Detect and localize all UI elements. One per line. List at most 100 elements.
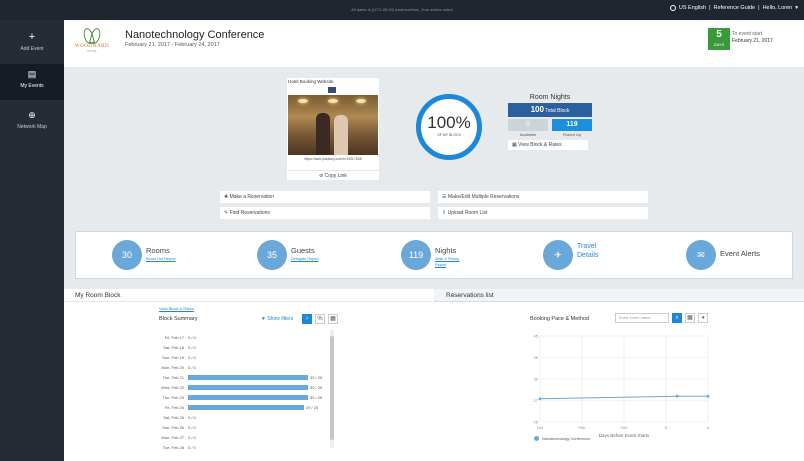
legend-swatch	[534, 436, 539, 441]
event-alerts-stat[interactable]: ✉ Event Alerts	[686, 240, 786, 272]
details-label: Details	[577, 252, 599, 259]
x-axis-label: Days Before Event Starts	[599, 433, 650, 438]
x-tick-label: Oct	[537, 425, 544, 430]
donut-percent: 100%	[427, 113, 471, 132]
grid-icon: ▦	[512, 142, 517, 148]
row-bar	[188, 385, 308, 390]
y-tick-label: 27	[534, 398, 539, 403]
filter-icon: ▼	[261, 316, 266, 322]
panel-tabs: My Room Block Reservations list	[64, 289, 804, 302]
walk-pickup-link[interactable]: Walk & Pickup	[435, 257, 460, 261]
user-menu[interactable]: Hello, Loren	[762, 5, 793, 11]
hotel-website-thumbnail[interactable]	[288, 85, 378, 155]
y-tick-label: 25	[534, 420, 539, 425]
hotel-logo: WOODWARD HOTEL	[72, 28, 112, 60]
delegate-report-link[interactable]: Delegate Report	[291, 257, 319, 261]
sidebar-item-label: Add Event	[20, 46, 44, 52]
upload-room-list-button[interactable]: ⇪ Upload Room List	[438, 207, 648, 219]
row-date: Sun, Feb 26	[162, 425, 184, 430]
reference-guide-link[interactable]: Reference Guide	[713, 5, 756, 11]
make-multiple-reservations-button[interactable]: ☰ Make/Edit Multiple Reservations	[438, 191, 648, 203]
x-tick-label: Feb	[621, 425, 629, 430]
travel-details-stat[interactable]: ✈ Travel Details	[543, 240, 643, 272]
row-bar	[188, 375, 308, 380]
airplane-icon: ✈	[543, 240, 573, 270]
make-reservation-button[interactable]: ✚ Make a Reservation	[220, 191, 430, 203]
row-date: Sat, Feb 25	[163, 415, 184, 420]
plus-icon: +	[28, 31, 36, 43]
block-summary-row: Sun, Feb 19 0 / 0	[154, 354, 324, 361]
guests-stat: 35 Guests Delegate Report	[257, 240, 357, 272]
available-value: 0	[508, 119, 548, 131]
booking-pace-title: Booking Pace & Method	[530, 316, 590, 322]
room-list-report-link[interactable]: Room List Report	[146, 257, 176, 261]
block-summary-row: Sun, Feb 26 0 / 0	[154, 424, 324, 431]
row-bar	[188, 395, 308, 400]
y-tick-label: 45	[534, 334, 539, 339]
picked-up-label: Picked Up	[562, 132, 582, 137]
table-icon[interactable]: ▦	[685, 313, 695, 323]
tab-reservations-list[interactable]: Reservations list	[434, 289, 804, 302]
percent-icon[interactable]: %	[315, 314, 325, 324]
separator: |	[758, 5, 760, 11]
total-block-label: Total Block	[545, 108, 570, 114]
document-icon: ▤	[27, 69, 37, 79]
row-date: Sat, Feb 18	[163, 345, 184, 350]
tab-my-room-block[interactable]: My Room Block	[64, 289, 432, 302]
sidebar-item-label: Network Map	[17, 124, 47, 130]
pie-chart-icon[interactable]: ◕	[698, 313, 708, 323]
block-summary-panel: View Block & Rates Block Summary ▼ Show …	[64, 302, 434, 461]
sidebar-item-my-events[interactable]: ▤ My Events	[0, 64, 64, 100]
available-label: Available	[519, 132, 537, 137]
row-value: 0 / 0	[188, 355, 196, 360]
page-title: Nanotechnology Conference	[125, 29, 265, 41]
event-stats-bar: 30 Rooms Room List Report 35 Guests Dele…	[75, 231, 793, 279]
table-icon[interactable]: ▦	[328, 314, 338, 324]
booking-pace-panel: Booking Pace & Method Enter event name ⌕…	[434, 302, 804, 461]
row-value: 30 / 25	[310, 395, 323, 400]
view-block-rates-button[interactable]: ▦ View Block & Rates	[508, 140, 588, 150]
event-start-date: February 21, 2017	[732, 38, 773, 44]
block-summary-title: Block Summary	[159, 316, 198, 322]
row-date: Tue, Feb 21	[162, 375, 184, 380]
event-dates: February 21, 2017 - February 24, 2017	[125, 42, 220, 48]
top-bar-right: US English | Reference Guide | Hello, Lo…	[669, 5, 798, 11]
report-link[interactable]: Report	[435, 263, 447, 267]
find-reservations-button[interactable]: ✎ Find Reservations	[220, 207, 430, 219]
block-summary-row: Mon, Feb 20 0 / 0	[154, 364, 324, 371]
globe-icon	[669, 5, 676, 11]
search-icon[interactable]: ⌕	[672, 313, 682, 323]
chevron-right-icon[interactable]: ›	[302, 314, 312, 324]
row-date: Tue, Feb 28	[162, 445, 184, 450]
block-summary-row: Fri, Feb 24 29 / 25	[154, 404, 324, 411]
copy-link-button[interactable]: ⊘ Copy Link	[287, 170, 379, 180]
rooms-label: Rooms	[146, 246, 170, 255]
language-select[interactable]: US English	[678, 5, 707, 11]
row-date: Wed, Feb 22	[161, 385, 184, 390]
travel-label: Travel	[577, 243, 597, 250]
row-date: Thu, Feb 23	[162, 395, 184, 400]
show-filters-button[interactable]: ▼ Show filters	[261, 316, 293, 322]
scrollbar-thumb[interactable]	[330, 336, 334, 440]
block-summary-row: Sat, Feb 18 0 / 0	[154, 344, 324, 351]
row-bar	[188, 405, 304, 410]
block-summary-row: Wed, Feb 22 30 / 25	[154, 384, 324, 391]
room-nights-panel: Room Nights 100 Total Block 0 119 Availa…	[508, 94, 592, 150]
show-filters-label: Show filters	[267, 316, 294, 322]
row-value: 0 / 0	[188, 445, 196, 450]
sidebar-item-add-event[interactable]: + Add Event	[0, 32, 64, 64]
sidebar-item-network-map[interactable]: ⊕ Network Map	[0, 110, 64, 142]
button-label: Make a Reservation	[229, 194, 275, 200]
event-name-input[interactable]: Enter event name	[615, 313, 669, 323]
total-block-value: 100	[530, 105, 544, 114]
block-summary-row: Sat, Feb 25 0 / 0	[154, 414, 324, 421]
guests-count: 35	[257, 240, 287, 270]
x-tick-label: Feb	[579, 425, 587, 430]
chevron-down-icon[interactable]: ▾	[795, 5, 798, 11]
view-block-rates-link[interactable]: View Block & Rates	[159, 306, 194, 311]
y-tick-label: 38	[534, 355, 539, 360]
hotel-card-title: Hotel Booking Website	[288, 79, 334, 84]
x-tick-label: 5	[665, 425, 668, 430]
scrollbar[interactable]	[330, 330, 334, 448]
